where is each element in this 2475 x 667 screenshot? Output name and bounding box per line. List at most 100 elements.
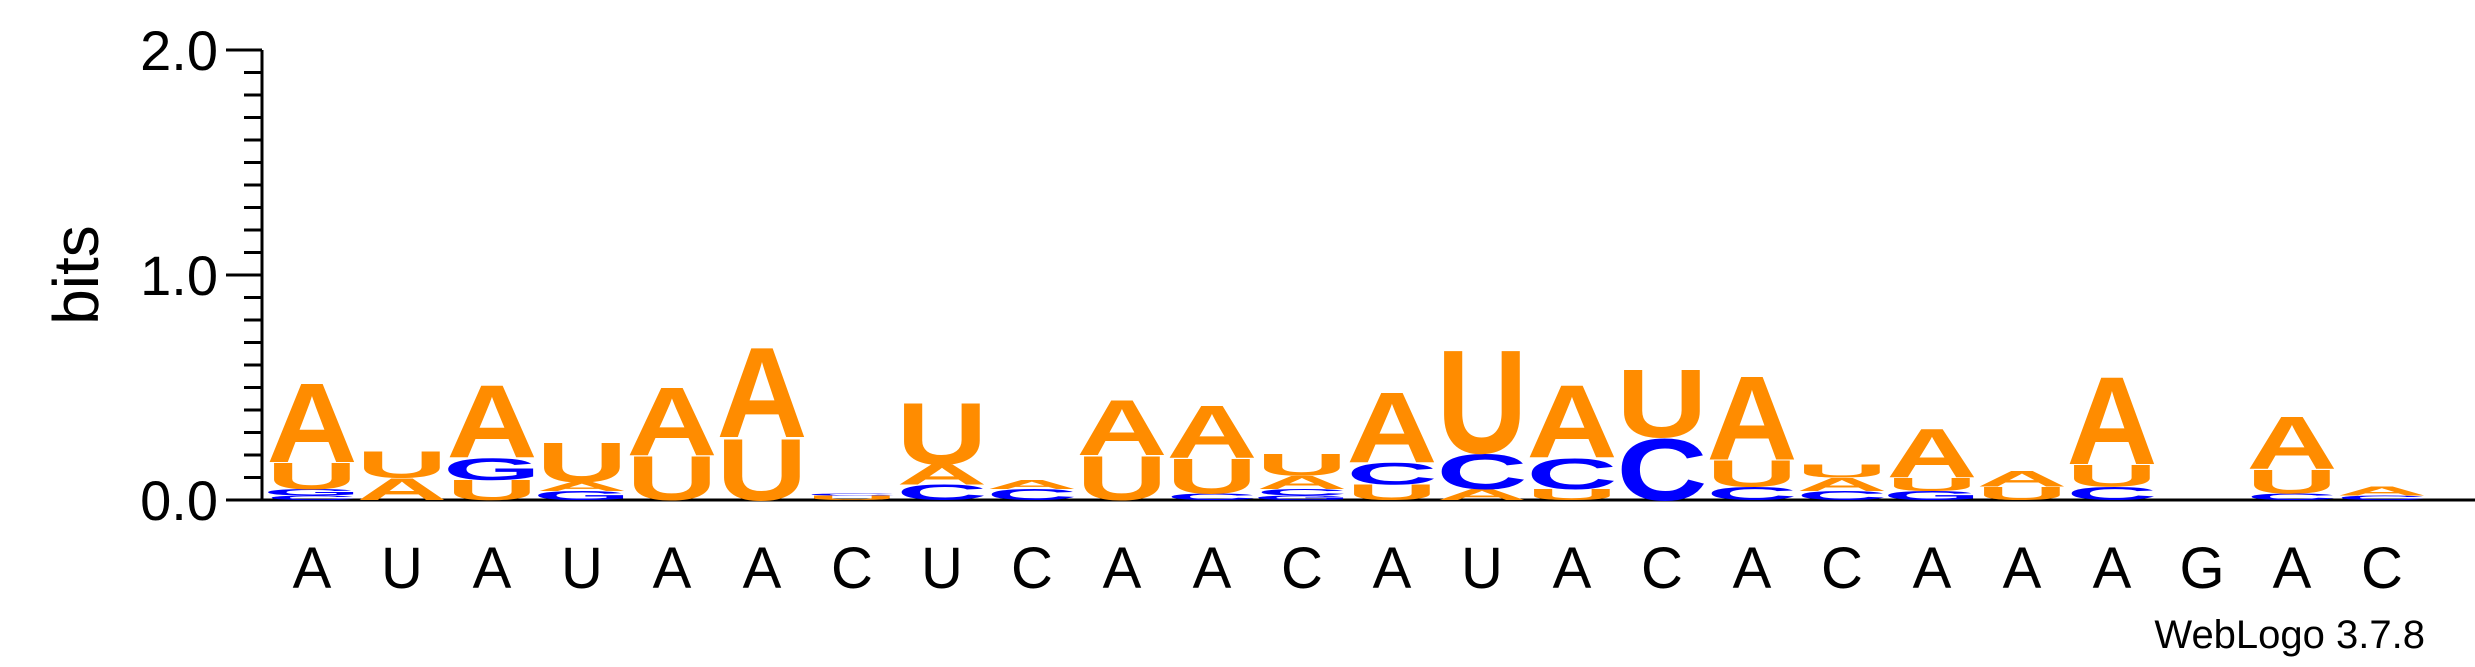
letter-stack: UA bbox=[627, 367, 718, 514]
logo-letter-a: A bbox=[1977, 467, 2068, 492]
y-tick-label: 2.0 bbox=[140, 19, 218, 82]
logo-letter-a: A bbox=[897, 459, 988, 491]
position-label: A bbox=[1733, 536, 1772, 601]
position-label: U bbox=[561, 536, 603, 601]
logo-letter-a: A bbox=[1797, 474, 1888, 495]
logo-letter-c: C bbox=[807, 493, 898, 497]
logo-letter-a: A bbox=[1257, 472, 1348, 493]
position-label: A bbox=[2093, 536, 2132, 601]
logo-letter-c: C bbox=[2337, 494, 2428, 501]
logo-letter-u: U bbox=[1527, 486, 1618, 504]
logo-letter-u: U bbox=[2067, 458, 2158, 493]
letter-stack: UA bbox=[1077, 385, 1168, 514]
letter-stack: UCA bbox=[1527, 365, 1618, 504]
position-label: A bbox=[653, 536, 692, 601]
logo-letter-u: U bbox=[357, 443, 448, 485]
letter-stack: CAU bbox=[897, 385, 988, 504]
logo-letter-c: C bbox=[1167, 491, 1258, 502]
logo-letter-u: U bbox=[1887, 474, 1978, 495]
position-label: A bbox=[743, 536, 782, 601]
letter-stack: UA bbox=[717, 321, 808, 520]
logo-letter-g: G bbox=[1883, 489, 1981, 503]
logo-letter-c: C bbox=[897, 480, 988, 505]
logo-letter-u: U bbox=[2247, 462, 2338, 501]
letter-stack: AU bbox=[357, 443, 448, 506]
logo-letter-a: A bbox=[537, 480, 628, 494]
logo-letter-c: C bbox=[1617, 421, 1708, 519]
logo-letter-c: C bbox=[1797, 489, 1888, 503]
logo-letter-a: A bbox=[357, 472, 448, 507]
position-label: C bbox=[1821, 536, 1863, 601]
logo-letter-c: C bbox=[987, 486, 1078, 504]
logo-letter-u: U bbox=[1707, 452, 1798, 494]
logo-letter-u: U bbox=[1977, 483, 2068, 504]
logo-letter-a: A bbox=[1887, 415, 1978, 493]
position-label: A bbox=[473, 536, 512, 601]
logo-letter-a: A bbox=[1527, 365, 1618, 480]
logo-letter-a: A bbox=[1437, 486, 1528, 504]
logo-letter-u: U bbox=[1077, 444, 1168, 514]
logo-letter-a: A bbox=[1167, 389, 1258, 473]
letter-stack: GUA bbox=[1883, 415, 1981, 503]
logo-letter-u: U bbox=[627, 444, 718, 514]
letter-stack: CUA bbox=[1707, 352, 1798, 504]
letter-stack: UGA bbox=[443, 365, 541, 507]
position-label: A bbox=[1373, 536, 1412, 601]
logo-letter-u: U bbox=[1437, 320, 1528, 485]
logo-letter-a: A bbox=[1707, 352, 1798, 485]
letter-stack: UA bbox=[1977, 467, 2068, 504]
weblogo-version-label: WebLogo 3.7.8 bbox=[2154, 613, 2425, 657]
letter-stack: UCA bbox=[1347, 372, 1438, 505]
position-label: A bbox=[293, 536, 332, 601]
logo-letter-u: U bbox=[717, 421, 808, 519]
letter-stack: CU bbox=[1617, 349, 1708, 520]
y-axis-ticks: 0.0 1.0 2.0 bbox=[140, 19, 262, 532]
logo-letter-u: U bbox=[267, 455, 358, 497]
y-axis: 0.0 1.0 2.0 bits bbox=[40, 19, 264, 532]
logo-letter-c: C bbox=[267, 494, 358, 501]
logo-letter-g: G bbox=[533, 489, 631, 503]
logo-letter-u: U bbox=[807, 494, 898, 501]
position-label: A bbox=[1553, 536, 1592, 601]
logo-letter-u: U bbox=[897, 385, 988, 483]
logo-letter-a: A bbox=[987, 477, 1078, 491]
logo-letter-g: G bbox=[1253, 494, 1351, 501]
letter-stack: ACU bbox=[1437, 320, 1528, 503]
position-label: A bbox=[1193, 536, 1232, 601]
logo-letter-u: U bbox=[1257, 447, 1348, 482]
logo-letter-a: A bbox=[447, 365, 538, 480]
logo-letter-u: U bbox=[1797, 461, 1888, 482]
position-label: C bbox=[1011, 536, 1053, 601]
logo-letter-c: C bbox=[1707, 483, 1798, 504]
letter-stack: CAU bbox=[1797, 461, 1888, 503]
logo-letter-a: A bbox=[2337, 484, 2428, 498]
logo-letter-a: A bbox=[2067, 350, 2158, 491]
position-label: C bbox=[1641, 536, 1683, 601]
letter-stack: CUA bbox=[2067, 350, 2158, 504]
logo-letter-c: C bbox=[1347, 456, 1438, 491]
logo-letter-u: U bbox=[537, 431, 628, 494]
letter-stack: CUA bbox=[2247, 400, 2338, 502]
position-label: U bbox=[1461, 536, 1503, 601]
logo-letter-c: C bbox=[2067, 483, 2158, 504]
letter-stack: CUA bbox=[1167, 389, 1258, 504]
position-label: C bbox=[1281, 536, 1323, 601]
logo-letter-u: U bbox=[1167, 448, 1258, 504]
logo-letter-g: G bbox=[263, 487, 361, 498]
position-label: A bbox=[2003, 536, 2042, 601]
letter-stack: UC bbox=[807, 493, 898, 502]
logo-letter-c: C bbox=[1527, 449, 1618, 498]
letter-stack: CA bbox=[987, 477, 1078, 503]
logo-letter-u: U bbox=[1617, 349, 1708, 458]
logo-letter-a: A bbox=[1347, 372, 1438, 484]
logo-letter-g: G bbox=[443, 452, 541, 487]
position-label: A bbox=[2273, 536, 2312, 601]
y-tick-label: 1.0 bbox=[140, 244, 218, 307]
logo-letter-a: A bbox=[2247, 400, 2338, 484]
position-label: U bbox=[921, 536, 963, 601]
logo-letter-u: U bbox=[1347, 480, 1438, 505]
y-axis-title: bits bbox=[40, 225, 112, 325]
